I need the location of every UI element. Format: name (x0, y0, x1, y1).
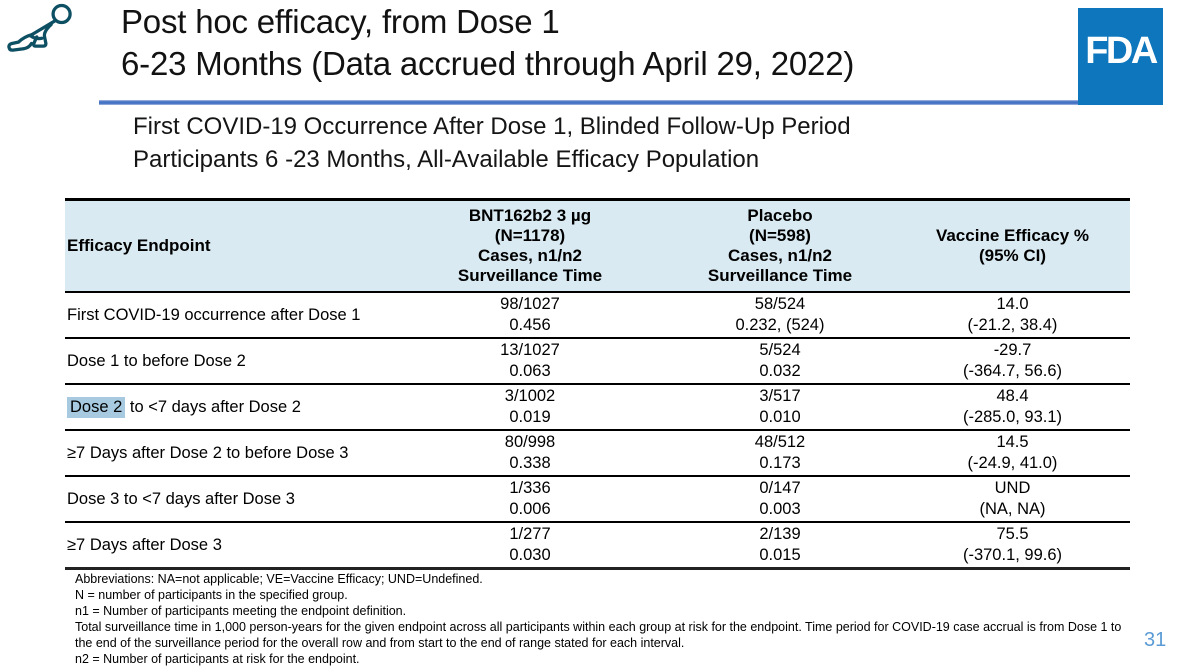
header-placebo-column: Placebo (N=598) Cases, n1/n2 Surveillanc… (665, 198, 895, 293)
header-vaccine-efficacy-column: Vaccine Efficacy % (95% CI) (895, 198, 1130, 293)
bnt-cell: 1/277 0.030 (395, 522, 665, 570)
ve-cell: UND (NA, NA) (895, 476, 1130, 523)
title-underline (99, 100, 1163, 105)
table-row: ≥7 Days after Dose 3 1/277 0.030 2/139 0… (65, 522, 1130, 570)
ve-cell: 14.0 (-21.2, 38.4) (895, 292, 1130, 339)
placebo-cell: 3/517 0.010 (665, 384, 895, 431)
page-title: Post hoc efficacy, from Dose 1 6-23 Mont… (121, 1, 854, 85)
bnt-cell: 80/998 0.338 (395, 430, 665, 477)
placebo-cell: 48/512 0.173 (665, 430, 895, 477)
endpoint-label: Dose 1 to before Dose 2 (65, 338, 395, 385)
header-efficacy-endpoint: Efficacy Endpoint (65, 198, 395, 293)
title-line-2: 6-23 Months (Data accrued through April … (121, 45, 855, 82)
page-number: 31 (1144, 629, 1167, 651)
endpoint-label: Dose 3 to <7 days after Dose 3 (65, 476, 395, 523)
crawling-baby-icon (4, 2, 76, 69)
bnt-cell: 13/1027 0.063 (395, 338, 665, 385)
footnote-line: Abbreviations: NA=not applicable; VE=Vac… (75, 572, 483, 586)
title-line-1: Post hoc efficacy, from Dose 1 (121, 3, 560, 40)
ve-cell: 75.5 (-370.1, 99.6) (895, 522, 1130, 570)
table-row: Dose 1 to before Dose 2 13/1027 0.063 5/… (65, 338, 1130, 385)
bnt-cell: 98/1027 0.456 (395, 292, 665, 339)
footnote-line: N = number of participants in the specif… (75, 588, 348, 602)
endpoint-label: First COVID-19 occurrence after Dose 1 (65, 292, 395, 339)
endpoint-label: ≥7 Days after Dose 3 (65, 522, 395, 570)
placebo-cell: 0/147 0.003 (665, 476, 895, 523)
bnt-cell: 3/1002 0.019 (395, 384, 665, 431)
fda-logo-text: FDA (1085, 30, 1158, 72)
bnt-cell: 1/336 0.006 (395, 476, 665, 523)
caption-line-2: Participants 6 -23 Months, All-Available… (133, 146, 760, 173)
caption-line-1: First COVID-19 Occurrence After Dose 1, … (133, 113, 851, 140)
table-caption: First COVID-19 Occurrence After Dose 1, … (133, 110, 851, 176)
endpoint-label: Dose 2 to <7 days after Dose 2 (65, 384, 395, 431)
placebo-cell: 5/524 0.032 (665, 338, 895, 385)
efficacy-table: Efficacy Endpoint BNT162b2 3 µg (N=1178)… (65, 198, 1130, 570)
ve-cell: -29.7 (-364.7, 56.6) (895, 338, 1130, 385)
highlighted-text: Dose 2 (67, 396, 126, 418)
table-row: Dose 3 to <7 days after Dose 3 1/336 0.0… (65, 476, 1130, 523)
placebo-cell: 2/139 0.015 (665, 522, 895, 570)
ve-cell: 48.4 (-285.0, 93.1) (895, 384, 1130, 431)
footnote-line: n1 = Number of participants meeting the … (75, 604, 407, 618)
table-header-row: Efficacy Endpoint BNT162b2 3 µg (N=1178)… (65, 198, 1130, 293)
table-row: ≥7 Days after Dose 2 to before Dose 3 80… (65, 430, 1130, 477)
header-bnt-column: BNT162b2 3 µg (N=1178) Cases, n1/n2 Surv… (395, 198, 665, 293)
ve-cell: 14.5 (-24.9, 41.0) (895, 430, 1130, 477)
footnotes: Abbreviations: NA=not applicable; VE=Vac… (75, 571, 1137, 667)
endpoint-label: ≥7 Days after Dose 2 to before Dose 3 (65, 430, 395, 477)
fda-logo: FDA (1078, 8, 1163, 105)
table-row: First COVID-19 occurrence after Dose 1 9… (65, 292, 1130, 339)
footnote-line: n2 = Number of participants at risk for … (75, 652, 360, 666)
placebo-cell: 58/524 0.232, (524) (665, 292, 895, 339)
table-row: Dose 2 to <7 days after Dose 2 3/1002 0.… (65, 384, 1130, 431)
footnote-line: Total surveillance time in 1,000 person-… (75, 620, 1122, 650)
